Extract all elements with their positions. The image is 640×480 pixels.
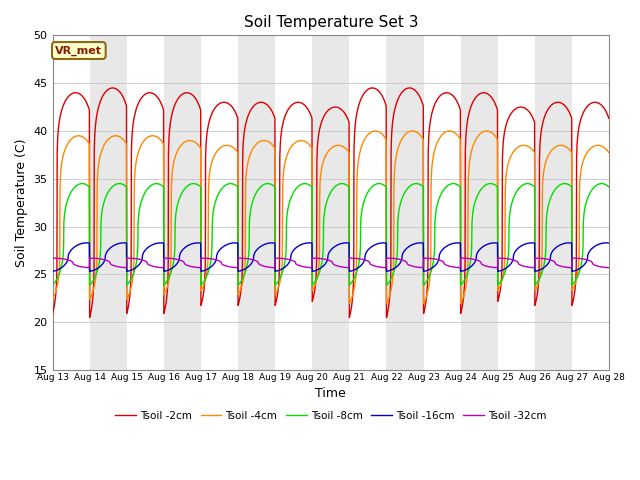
Tsoil -32cm <box>572 255 579 261</box>
Tsoil -2cm <box>204 123 212 129</box>
Tsoil -8cm <box>204 270 212 276</box>
Tsoil -8cm <box>493 183 500 189</box>
Tsoil -2cm <box>49 311 56 316</box>
Tsoil -8cm <box>359 202 367 208</box>
Tsoil -4cm <box>49 296 56 302</box>
Tsoil -4cm <box>346 300 353 306</box>
Tsoil -16cm <box>359 260 367 266</box>
Bar <box>275 36 312 370</box>
Bar <box>535 36 572 370</box>
Bar <box>498 36 535 370</box>
Line: Tsoil -2cm: Tsoil -2cm <box>52 88 609 318</box>
Line: Tsoil -8cm: Tsoil -8cm <box>52 183 609 285</box>
Line: Tsoil -16cm: Tsoil -16cm <box>52 243 609 271</box>
Tsoil -16cm <box>605 240 612 246</box>
Tsoil -32cm <box>348 255 355 261</box>
Bar <box>461 36 498 370</box>
Bar <box>572 36 609 370</box>
Tsoil -2cm <box>556 100 564 106</box>
Legend: Tsoil -2cm, Tsoil -4cm, Tsoil -8cm, Tsoil -16cm, Tsoil -32cm: Tsoil -2cm, Tsoil -4cm, Tsoil -8cm, Tsoi… <box>111 407 550 425</box>
Tsoil -32cm <box>49 255 56 261</box>
Tsoil -16cm <box>49 268 56 274</box>
Tsoil -32cm <box>51 255 58 261</box>
Tsoil -2cm <box>493 105 500 110</box>
Bar <box>164 36 201 370</box>
Tsoil -32cm <box>605 265 612 271</box>
Tsoil -32cm <box>86 265 93 271</box>
X-axis label: Time: Time <box>316 387 346 400</box>
Y-axis label: Soil Temperature (C): Soil Temperature (C) <box>15 138 28 267</box>
Tsoil -16cm <box>493 240 500 246</box>
Bar <box>90 36 127 370</box>
Tsoil -4cm <box>493 135 500 141</box>
Tsoil -32cm <box>493 265 500 271</box>
Tsoil -4cm <box>556 143 564 148</box>
Tsoil -16cm <box>556 242 564 248</box>
Text: VR_met: VR_met <box>55 46 102 56</box>
Title: Soil Temperature Set 3: Soil Temperature Set 3 <box>244 15 418 30</box>
Tsoil -2cm <box>572 280 579 286</box>
Tsoil -8cm <box>572 278 579 284</box>
Line: Tsoil -4cm: Tsoil -4cm <box>52 131 609 303</box>
Tsoil -8cm <box>605 184 612 190</box>
Tsoil -8cm <box>49 282 56 288</box>
Tsoil -2cm <box>348 306 355 312</box>
Tsoil -32cm <box>360 257 367 263</box>
Bar <box>349 36 387 370</box>
Tsoil -4cm <box>347 297 355 303</box>
Bar <box>52 36 90 370</box>
Tsoil -8cm <box>556 182 564 188</box>
Tsoil -4cm <box>359 140 367 145</box>
Tsoil -16cm <box>83 240 90 246</box>
Tsoil -8cm <box>347 281 355 287</box>
Tsoil -2cm <box>605 116 612 121</box>
Tsoil -4cm <box>204 263 211 268</box>
Tsoil -2cm <box>360 92 367 97</box>
Tsoil -16cm <box>204 266 212 272</box>
Bar <box>312 36 349 370</box>
Bar <box>387 36 424 370</box>
Bar <box>201 36 238 370</box>
Tsoil -4cm <box>605 150 612 156</box>
Bar <box>238 36 275 370</box>
Bar <box>424 36 461 370</box>
Tsoil -4cm <box>572 280 579 286</box>
Tsoil -32cm <box>556 263 564 269</box>
Tsoil -8cm <box>78 180 86 186</box>
Bar <box>127 36 164 370</box>
Line: Tsoil -32cm: Tsoil -32cm <box>52 258 609 268</box>
Tsoil -2cm <box>86 315 93 321</box>
Tsoil -2cm <box>109 85 116 91</box>
Tsoil -4cm <box>372 128 380 134</box>
Tsoil -16cm <box>572 268 579 274</box>
Tsoil -32cm <box>204 255 212 261</box>
Tsoil -16cm <box>347 268 355 274</box>
